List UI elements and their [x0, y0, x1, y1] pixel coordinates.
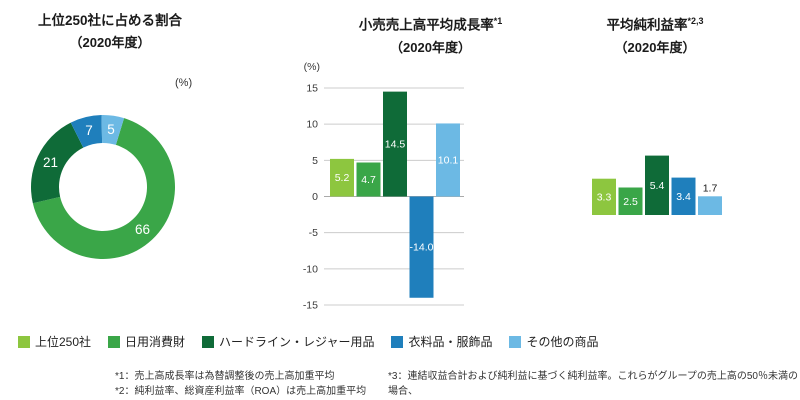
svg-text:15: 15: [306, 83, 318, 95]
donut-unit-label: (%): [175, 77, 193, 89]
margin-title-text: 平均純利益率: [606, 17, 688, 33]
svg-text:7: 7: [85, 123, 93, 138]
donut-title-text: 上位250社に占める割合: [37, 13, 183, 28]
donut-chart: 66 21 7 5: [31, 115, 176, 259]
svg-text:5.2: 5.2: [335, 172, 350, 184]
footnote-1: *1：売上高成長率は為替調整後の売上高加重平均: [115, 371, 335, 382]
growth-chart-subtitle: （2020年度）: [390, 39, 471, 55]
svg-text:14.5: 14.5: [385, 139, 406, 151]
margin-title-block: 平均純利益率*2,3 （2020年度）: [555, 10, 755, 58]
donut-chart-title: 上位250社に占める割合: [0, 10, 220, 32]
legend-label-hardlines: ハードライン・レジャー用品: [219, 335, 375, 349]
legend-swatch-fmcg: [108, 335, 121, 348]
svg-text:66: 66: [135, 222, 150, 237]
svg-text:0: 0: [312, 191, 318, 203]
margin-bar-chart: 3.3 2.5 5.4 3.4 1.7: [592, 155, 722, 215]
svg-text:-15: -15: [303, 299, 318, 311]
svg-text:4.7: 4.7: [361, 174, 376, 186]
growth-chart-title: 小売売上高平均成長率*1: [318, 10, 543, 37]
growth-title-block: 小売売上高平均成長率*1 （2020年度）: [318, 10, 543, 58]
svg-text:5.4: 5.4: [650, 180, 665, 192]
svg-text:-5: -5: [309, 227, 318, 239]
legend-item-apparel: 衣料品・服飾品: [391, 333, 492, 350]
legend-swatch-other: [509, 335, 522, 348]
svg-text:3.3: 3.3: [597, 191, 612, 203]
legend-item-hardlines: ハードライン・レジャー用品: [202, 333, 374, 350]
svg-text:3.4: 3.4: [676, 191, 691, 203]
svg-text:10: 10: [306, 119, 318, 131]
legend-label-fmcg: 日用消費財: [125, 335, 186, 349]
svg-text:21: 21: [43, 155, 58, 170]
growth-title-text: 小売売上高平均成長率: [358, 17, 494, 33]
legend-swatch-apparel: [391, 335, 404, 348]
footnote-2: *2：純利益率、総資産利益率（ROA）は売上高加重平均: [115, 386, 367, 397]
svg-text:1.7: 1.7: [703, 182, 718, 194]
footnote-3-line-1: *3：連結収益合計および純利益に基づく純利益率。これらがグループの売上高の50％…: [388, 371, 798, 397]
svg-text:10.1: 10.1: [438, 154, 459, 166]
footnote-ref-2-3: *2,3: [687, 16, 704, 26]
legend-swatch-hardlines: [202, 335, 215, 348]
growth-bar-chart: 15 10 5 0 -5 -10 -15 (%) 5.2 4.7 14.5 -14.0 10.1: [303, 61, 464, 311]
legend-swatch-top250: [18, 335, 30, 348]
margin-chart-subtitle: （2020年度）: [614, 39, 696, 55]
footnote-ref-1: *1: [493, 16, 503, 26]
legend-item-fmcg: 日用消費財: [108, 333, 185, 350]
svg-text:2.5: 2.5: [623, 196, 638, 208]
legend-label-top250: 上位250社: [35, 335, 92, 349]
legend: 上位250社 日用消費財 ハードライン・レジャー用品 衣料品・服飾品 その他の商…: [18, 333, 598, 350]
footnotes-column-1: *1：売上高成長率は為替調整後の売上高加重平均 *2：純利益率、総資産利益率（R…: [115, 369, 366, 399]
legend-label-other: その他の商品: [526, 335, 599, 349]
svg-text:(%): (%): [304, 61, 320, 73]
svg-text:5: 5: [107, 122, 115, 137]
legend-item-other: その他の商品: [509, 333, 598, 350]
svg-text:-10: -10: [303, 263, 318, 275]
margin-chart-title: 平均純利益率*2,3: [555, 10, 755, 37]
donut-chart-subtitle: （2020年度）: [69, 35, 151, 50]
svg-text:5: 5: [312, 155, 318, 167]
svg-text:-14.0: -14.0: [410, 242, 434, 254]
donut-title-block: 上位250社に占める割合 （2020年度）: [0, 10, 220, 53]
legend-label-apparel: 衣料品・服飾品: [408, 335, 493, 349]
legend-item-top250: 上位250社: [18, 333, 91, 350]
footnotes-column-2: *3：連結収益合計および純利益に基づく純利益率。これらがグループの売上高の50％…: [388, 369, 800, 400]
